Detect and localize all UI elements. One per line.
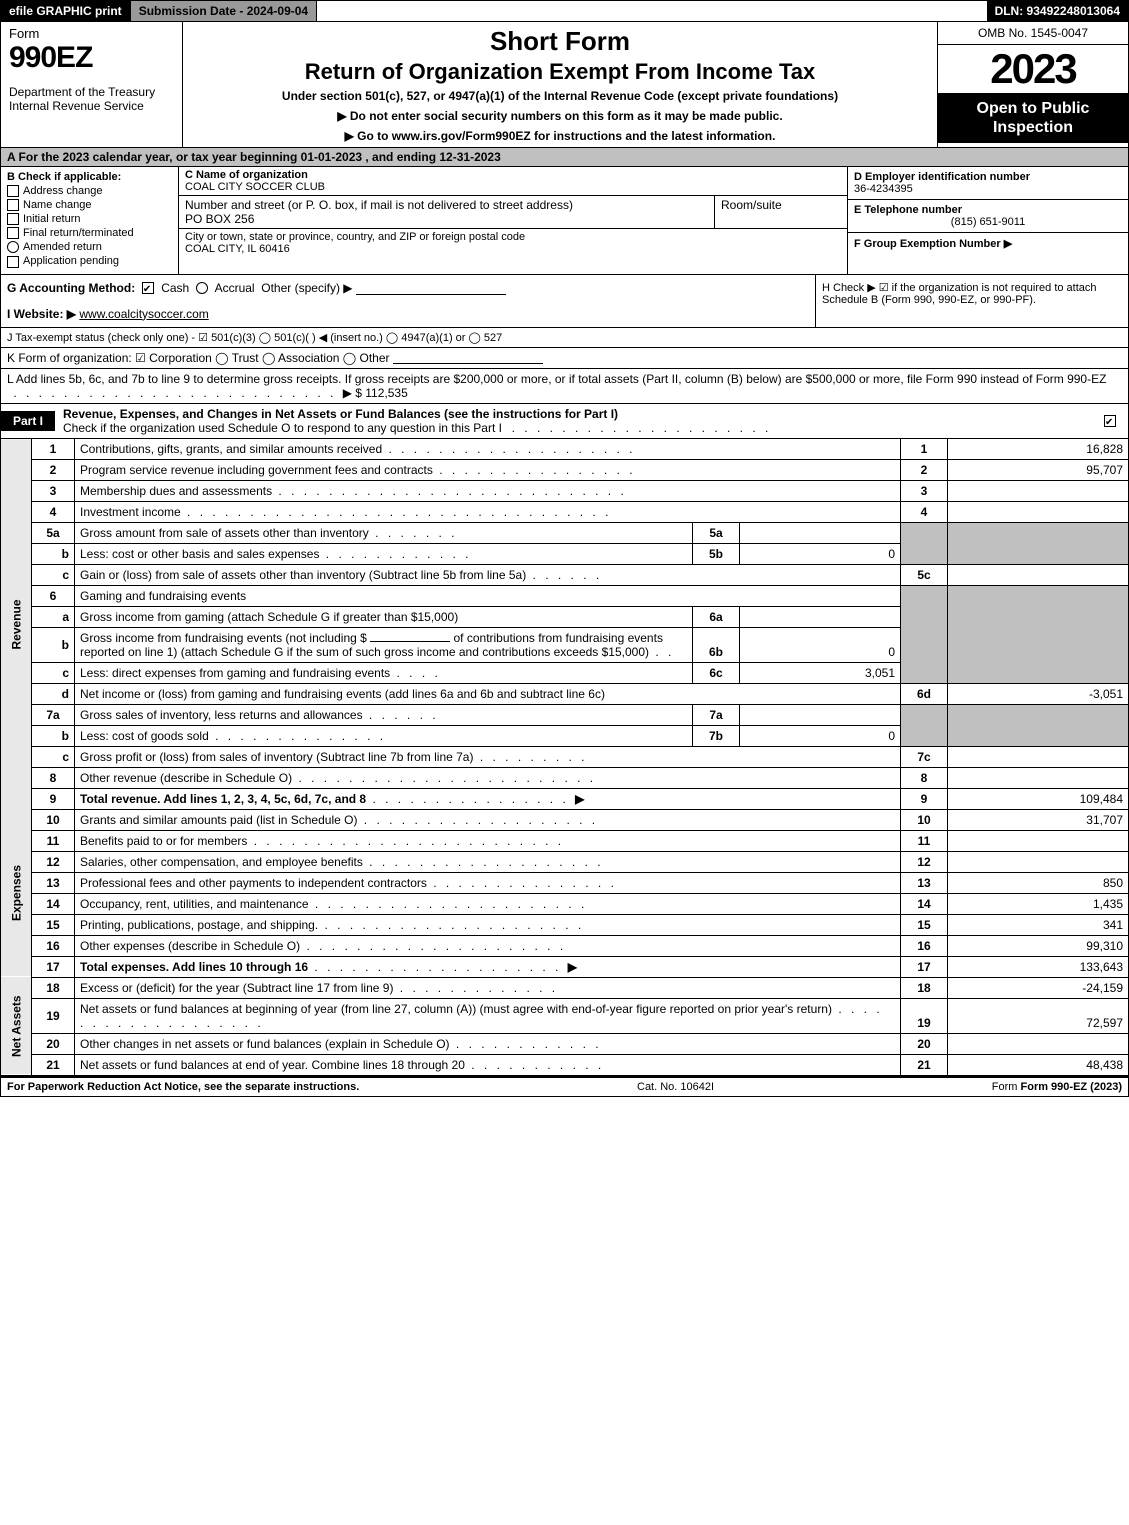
ein: 36-4234395 [854,183,913,195]
line19-val: 72,597 [948,998,1129,1033]
dept-label: Department of the Treasury Internal Reve… [9,85,174,113]
efile-label[interactable]: efile GRAPHIC print [1,1,131,21]
form-right-block: OMB No. 1545-0047 2023 Open to Public In… [937,22,1128,147]
line16-val: 99,310 [948,935,1129,956]
form-number: 990EZ [9,41,174,75]
line7b-val: 0 [740,725,901,746]
revenue-side-label: Revenue [1,439,32,810]
omb-number: OMB No. 1545-0047 [938,22,1128,45]
form-ref: Form 990-EZ (2023) [1021,1081,1122,1093]
section-b: B Check if applicable: Address change Na… [1,167,179,274]
row-j: J Tax-exempt status (check only one) - ☑… [0,328,1129,348]
line10-val: 31,707 [948,809,1129,830]
paperwork-notice: For Paperwork Reduction Act Notice, see … [7,1081,359,1093]
form-title-block: Short Form Return of Organization Exempt… [183,22,937,147]
line2-val: 95,707 [948,459,1129,480]
part1-table: Revenue 1 Contributions, gifts, grants, … [0,439,1129,1076]
line6c-val: 3,051 [740,662,901,683]
ssn-warning: ▶ Do not enter social security numbers o… [191,109,929,123]
expenses-side-label: Expenses [1,809,32,977]
chk-amended-return[interactable]: Amended return [7,241,172,253]
submission-date: Submission Date - 2024-09-04 [131,1,317,21]
line21-val: 48,438 [948,1054,1129,1075]
short-form-title: Short Form [191,26,929,57]
chk-name-change[interactable]: Name change [7,199,172,211]
subtitle: Under section 501(c), 527, or 4947(a)(1)… [191,89,929,103]
line15-val: 341 [948,914,1129,935]
line13-val: 850 [948,872,1129,893]
row-l: L Add lines 5b, 6c, and 7b to line 9 to … [0,369,1129,404]
row-gh: G Accounting Method: Cash Accrual Other … [0,275,1129,328]
line5b-val: 0 [740,543,901,564]
line6d-val: -3,051 [948,683,1129,704]
org-name: COAL CITY SOCCER CLUB [185,181,325,193]
part1-header: Part I Revenue, Expenses, and Changes in… [0,404,1129,439]
return-title: Return of Organization Exempt From Incom… [191,59,929,85]
netassets-side-label: Net Assets [1,977,32,1075]
chk-cash[interactable] [142,282,154,294]
page-footer: For Paperwork Reduction Act Notice, see … [0,1076,1129,1097]
line18-val: -24,159 [948,977,1129,998]
org-address: PO BOX 256 [185,212,254,226]
chk-final-return[interactable]: Final return/terminated [7,227,172,239]
goto-link[interactable]: ▶ Go to www.irs.gov/Form990EZ for instru… [191,129,929,143]
chk-schedule-o[interactable] [1104,415,1116,427]
section-def: D Employer identification number 36-4234… [848,167,1128,274]
line17-val: 133,643 [948,956,1129,977]
chk-accrual[interactable] [196,282,208,294]
section-bcdef: B Check if applicable: Address change Na… [0,167,1129,275]
section-a-period: A For the 2023 calendar year, or tax yea… [0,148,1129,167]
top-bar: efile GRAPHIC print Submission Date - 20… [0,0,1129,22]
group-exemption-label: F Group Exemption Number ▶ [854,238,1012,250]
form-id-block: Form 990EZ Department of the Treasury In… [1,22,183,147]
chk-initial-return[interactable]: Initial return [7,213,172,225]
gross-receipts: ▶ $ 112,535 [343,386,408,400]
section-h: H Check ▶ ☑ if the organization is not r… [815,275,1128,327]
phone: (815) 651-9011 [854,216,1122,228]
website-link[interactable]: www.coalcitysoccer.com [79,307,208,321]
line6b-val: 0 [740,627,901,662]
section-c: C Name of organization COAL CITY SOCCER … [179,167,848,274]
line9-val: 109,484 [948,788,1129,809]
cat-no: Cat. No. 10642I [637,1081,714,1093]
part1-tab: Part I [1,411,55,431]
tax-year: 2023 [938,45,1128,93]
line1-val: 16,828 [948,439,1129,460]
row-k: K Form of organization: ☑ Corporation ◯ … [0,348,1129,369]
chk-address-change[interactable]: Address change [7,185,172,197]
line14-val: 1,435 [948,893,1129,914]
open-public-badge: Open to Public Inspection [938,93,1128,143]
dln: DLN: 93492248013064 [987,1,1128,21]
org-city: COAL CITY, IL 60416 [185,243,290,255]
chk-application-pending[interactable]: Application pending [7,255,172,267]
form-header: Form 990EZ Department of the Treasury In… [0,22,1129,148]
